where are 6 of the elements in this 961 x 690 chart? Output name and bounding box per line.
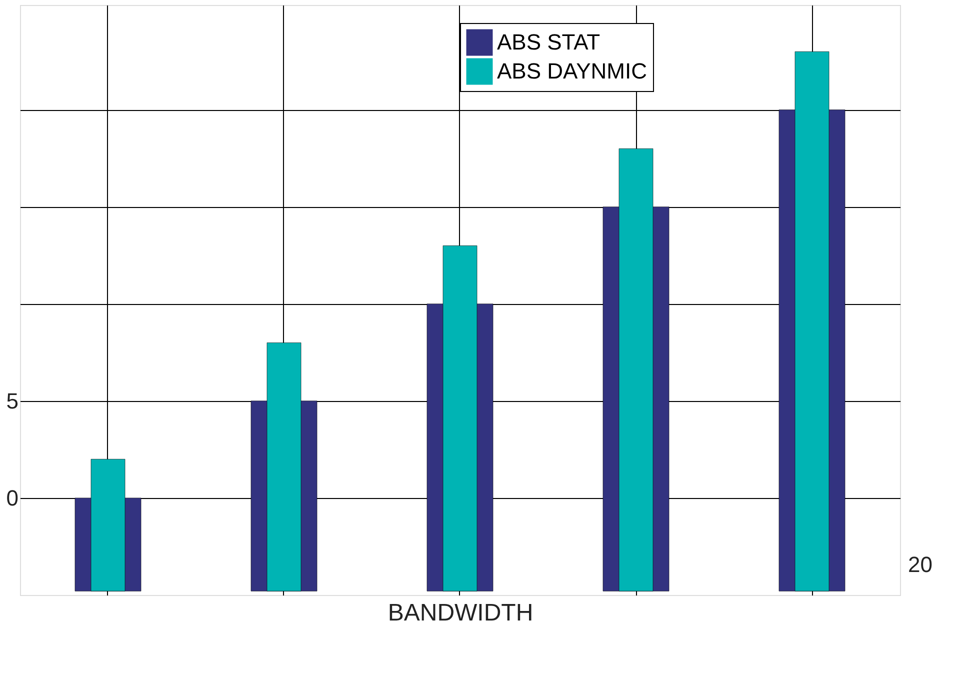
- legend-label: ABS DAYNMIC: [497, 58, 648, 84]
- legend-label: ABS STAT: [497, 30, 600, 54]
- y-tick-label: 0: [6, 485, 18, 510]
- x-axis-title: BANDWIDTH: [388, 600, 534, 626]
- y-tick-label: 5: [6, 388, 18, 414]
- text: 20: [908, 552, 932, 577]
